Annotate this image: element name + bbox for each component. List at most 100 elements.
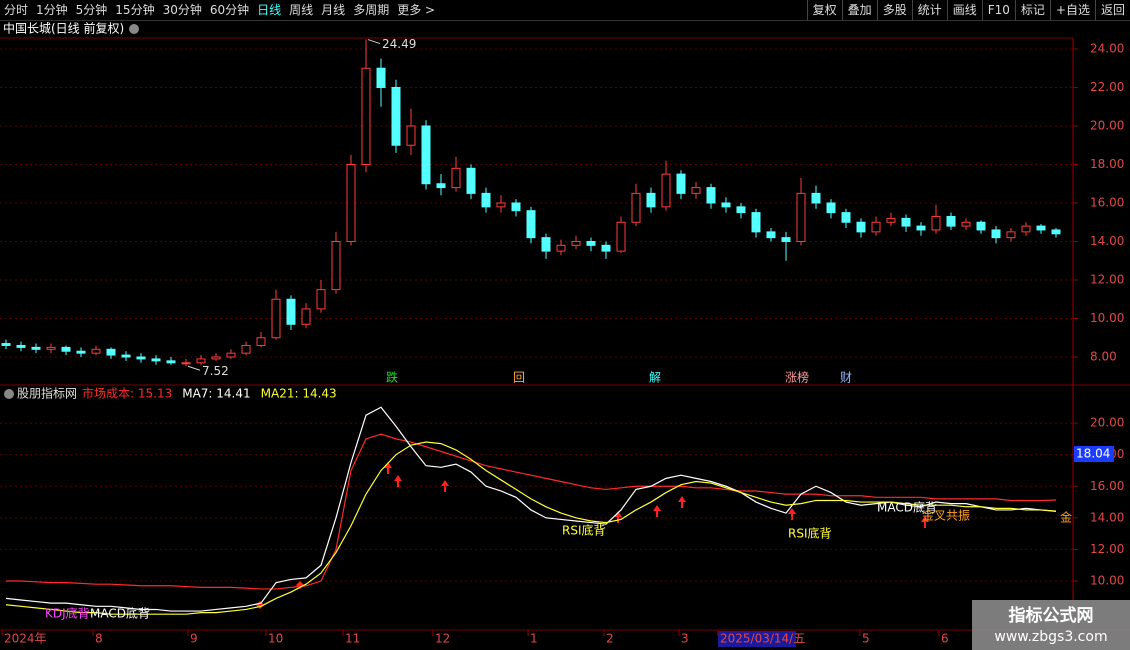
candle-body — [1006, 231, 1016, 239]
signal-label: 金 — [1060, 510, 1072, 525]
candle-body — [106, 348, 116, 356]
period-tab[interactable]: 更多 > — [397, 3, 436, 17]
tool-button[interactable]: 叠加 — [841, 0, 877, 20]
signal-label: RSI底背 — [788, 526, 832, 541]
candle-body — [226, 352, 236, 358]
candle-body — [1021, 225, 1031, 233]
candle-body — [886, 217, 896, 223]
candle-body — [121, 354, 131, 358]
candle-body — [136, 356, 146, 360]
candle-body — [856, 221, 866, 233]
candle-body — [481, 192, 491, 208]
period-tab[interactable]: 分时 — [4, 3, 29, 17]
candle-body — [841, 212, 851, 223]
candle-body — [916, 225, 926, 231]
event-marker: 解 — [649, 371, 661, 385]
watermark-box — [972, 600, 1130, 650]
candle-body — [526, 210, 536, 239]
indicator-line — [6, 433, 1057, 590]
x-tick-label: 10 — [268, 632, 283, 646]
legend-entry: 市场成本: 15.13 — [82, 386, 172, 401]
candle-body — [616, 221, 626, 252]
period-tabs: 分时 1分钟 5分钟 15分钟 30分钟 60分钟 日线 周线 月线 多周期 更多 > — [0, 0, 439, 20]
y-tick-label: 18.00 — [1090, 157, 1124, 171]
candle-body — [196, 358, 206, 364]
period-tab[interactable]: 周线 — [289, 3, 314, 17]
x-tick-label: 11 — [345, 632, 360, 646]
indicator-line — [5, 441, 1057, 615]
candle-body — [511, 202, 521, 212]
current-value: 18.04 — [1076, 447, 1110, 461]
candle-body — [676, 173, 686, 194]
tool-button[interactable]: 复权 — [806, 0, 842, 20]
y-tick-label: 16.00 — [1090, 195, 1124, 209]
dropdown-icon[interactable] — [4, 389, 14, 399]
x-tick-label: 6 — [941, 632, 949, 646]
x-tick-label: 2 — [606, 632, 614, 646]
legend-entry: MA7: 14.41 — [182, 387, 250, 401]
y-tick-label: 16.00 — [1090, 479, 1124, 493]
candle-body — [556, 244, 566, 252]
candle-body — [286, 298, 296, 325]
indicator-line — [5, 406, 1057, 612]
period-tab[interactable]: 15分钟 — [115, 3, 155, 17]
tool-button[interactable]: 统计 — [911, 0, 947, 20]
candle-body — [1036, 225, 1046, 231]
low-pointer — [187, 365, 201, 371]
candle-body — [931, 215, 941, 231]
candle-body — [721, 202, 731, 208]
indicator-name: 股朋指标网 — [17, 386, 77, 401]
candle-body — [181, 362, 191, 365]
candle-body — [571, 240, 581, 246]
candle-body — [76, 350, 86, 354]
signal-label: MACD底背 — [877, 500, 937, 515]
period-tab[interactable]: 月线 — [321, 3, 346, 17]
period-tab[interactable]: 60分钟 — [209, 3, 250, 17]
candle-body — [436, 183, 446, 189]
candle-body — [811, 192, 821, 204]
candle-body — [61, 346, 71, 352]
candle-body — [31, 346, 41, 350]
candle-body — [421, 125, 431, 185]
candle-body — [391, 86, 401, 146]
candle-body — [946, 215, 956, 227]
candle-body — [646, 192, 656, 208]
period-tab[interactable]: 多周期 — [353, 3, 390, 17]
candle-body — [736, 206, 746, 214]
period-tab[interactable]: 30分钟 — [162, 3, 202, 17]
x-tick-label: 2024年 — [4, 632, 47, 646]
y-tick-label: 14.00 — [1090, 234, 1124, 248]
x-tick-label: 12 — [435, 632, 450, 646]
y-tick-label: 12.00 — [1090, 273, 1124, 287]
period-tab[interactable]: 日线 — [257, 3, 282, 17]
candle-body — [376, 67, 386, 88]
candle-body — [466, 167, 476, 194]
candle-body — [241, 344, 251, 354]
event-marker: 回 — [513, 371, 525, 385]
y-tick-label: 20.00 — [1090, 118, 1124, 132]
period-tab[interactable]: 5分钟 — [75, 3, 108, 17]
y-tick-label: 8.00 — [1090, 350, 1117, 364]
tool-button[interactable]: F10 — [981, 0, 1015, 20]
candle-body — [991, 229, 1001, 239]
dropdown-icon[interactable] — [129, 24, 139, 34]
tool-button[interactable]: +自选 — [1049, 0, 1095, 20]
candle-body — [706, 187, 716, 204]
signal-label: KDJ底背 — [45, 606, 90, 621]
candle-body — [271, 298, 281, 339]
tool-button[interactable]: 返回 — [1094, 0, 1130, 20]
y-tick-label: 14.00 — [1090, 510, 1124, 524]
watermark-url: www.zbgs3.com — [994, 629, 1107, 645]
candle-body — [871, 221, 881, 233]
tool-button[interactable]: 画线 — [946, 0, 982, 20]
tool-button[interactable]: 多股 — [876, 0, 912, 20]
candle-body — [316, 289, 326, 310]
date-highlight — [718, 631, 796, 647]
period-tab[interactable]: 1分钟 — [36, 3, 68, 17]
legend-entry: MA21: 14.43 — [261, 387, 337, 401]
tool-button[interactable]: 标记 — [1014, 0, 1050, 20]
x-tick-label: 3 — [681, 632, 689, 646]
y-tick-label: 12.00 — [1090, 542, 1124, 556]
candle-body — [256, 337, 266, 346]
